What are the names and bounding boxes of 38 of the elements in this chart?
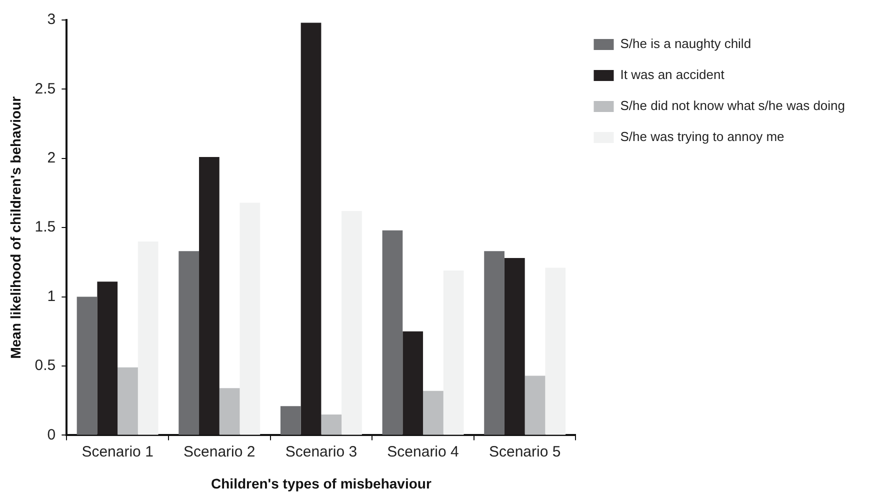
bar (484, 251, 504, 435)
legend-label: S/he is a naughty child (620, 36, 752, 52)
bar (240, 202, 260, 435)
x-tick-label: Scenario 3 (285, 443, 358, 460)
bar (280, 406, 301, 435)
bar (300, 22, 322, 435)
x-tick-label: Scenario 1 (82, 443, 154, 460)
bar (423, 390, 444, 435)
y-tick-label: 2.5 (34, 80, 56, 98)
legend-label: S/he was trying to annoy me (620, 129, 784, 144)
y-tick-label: 0 (47, 426, 56, 444)
bar (342, 210, 362, 435)
legend-label: S/he did not know what s/he was doing (620, 98, 846, 114)
y-tick-label: 3 (47, 11, 56, 28)
x-tick-label: Scenario 5 (488, 443, 561, 460)
bar (118, 367, 138, 435)
y-tick-label: 1.5 (34, 218, 56, 236)
y-tick-label: 1 (47, 288, 56, 305)
legend-label: It was an accident (620, 67, 725, 82)
bar (504, 258, 525, 435)
bar (199, 157, 220, 435)
bar (97, 282, 118, 435)
x-tick-label: Scenario 2 (184, 443, 256, 460)
bar (545, 268, 566, 435)
bar (524, 376, 546, 435)
bar (76, 296, 98, 435)
x-axis-title: Children's types of misbehaviour (211, 475, 432, 492)
x-tick-label: Scenario 4 (387, 443, 459, 460)
y-tick-label: 2 (47, 150, 56, 167)
bar (402, 331, 424, 435)
bar (178, 251, 200, 435)
bar (382, 230, 403, 435)
bar (219, 388, 240, 435)
bar (138, 241, 158, 435)
bar (321, 414, 342, 435)
bar (443, 270, 464, 435)
y-tick-label: 0.5 (34, 357, 56, 374)
y-axis-title: Mean likelihood of children's behaviour (7, 96, 24, 359)
